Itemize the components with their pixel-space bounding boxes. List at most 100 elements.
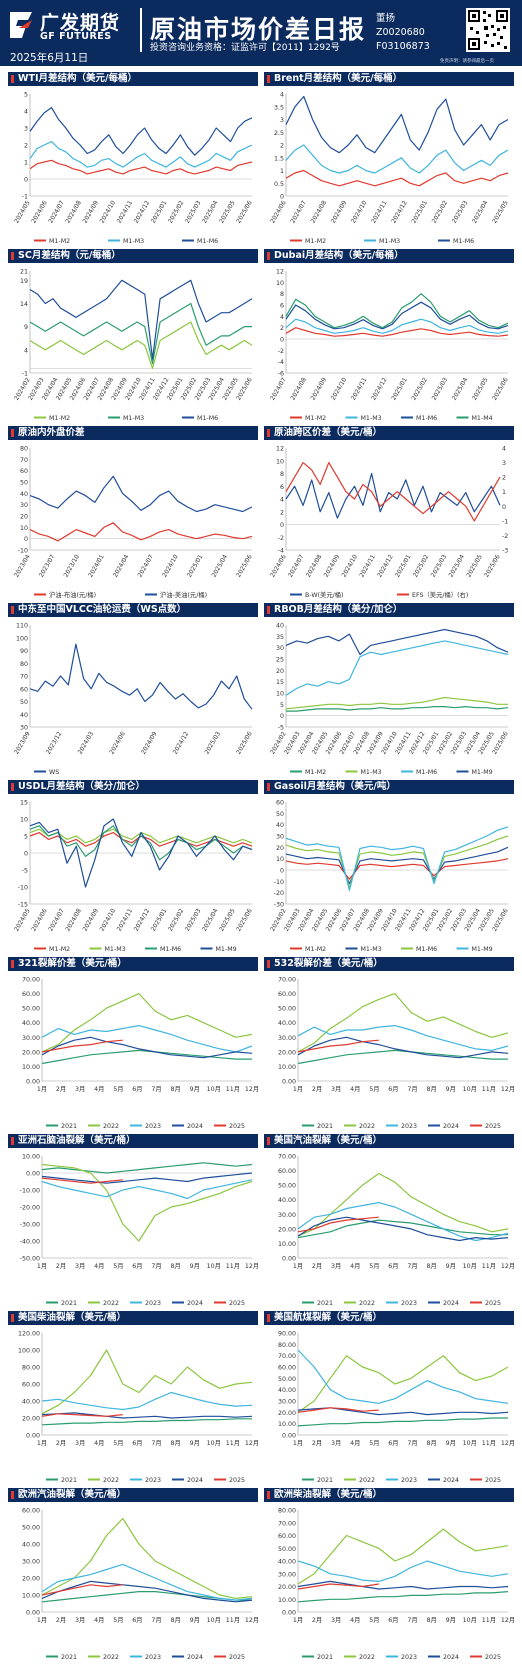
series-line-2025 bbox=[297, 1216, 379, 1233]
x-tick-label: 12月 bbox=[501, 1616, 514, 1624]
y-tick-label: 20.00 bbox=[22, 1049, 40, 1056]
series-line-m1-m9 bbox=[285, 826, 509, 892]
x-tick-label: 2023/09 bbox=[13, 730, 32, 755]
chart-title: 321裂解价差（美元/桶） bbox=[8, 957, 258, 971]
chart-svg-internal_external: -10 0 10 20 30 40 50 60 70 80 2023/04 2023/07 2023/1… bbox=[13, 446, 254, 600]
x-tick-label: 2025/05 bbox=[465, 553, 484, 578]
y2-tick-label: -2 bbox=[502, 533, 508, 540]
x-tick-label: 2024/08 bbox=[64, 907, 83, 932]
x-tick-label: 12月 bbox=[501, 1085, 514, 1093]
x-tick-label: 2025/02 bbox=[412, 553, 431, 578]
chart-panel-rbob: RBOB月差结构（美分/加仑） -5 0 5 10 15 20 25 30 35 40 2024/02… bbox=[264, 603, 514, 779]
legend-label: 2025 bbox=[485, 1300, 501, 1307]
chart-panel-eu_diesel: 欧洲柴油裂解（美元/桶） 0.00 10.00 20.00 30.00 40.00 50.0… bbox=[264, 1488, 514, 1664]
y-tick-label: -50.00 bbox=[20, 1256, 40, 1263]
series-line-2023 bbox=[41, 1024, 253, 1053]
y-tick-label: 0.00 bbox=[282, 1433, 296, 1440]
legend-label: 2022 bbox=[359, 1654, 375, 1661]
legend-label: M1-M4 bbox=[472, 415, 493, 422]
x-tick-label: 6月 bbox=[132, 1439, 142, 1447]
x-tick-label: 2025/06 bbox=[483, 553, 502, 578]
y-tick-label: 3.5 bbox=[274, 104, 284, 111]
legend-label: M1-M6 bbox=[416, 946, 437, 953]
y-tick-label: 30.00 bbox=[278, 1212, 296, 1219]
chart-svg-rbob: -505101520253035402024/022024/032024/042… bbox=[269, 623, 510, 777]
x-tick-label: 2024/08 bbox=[305, 553, 324, 578]
x-tick-label: 2024/05 bbox=[13, 199, 32, 224]
series-line-m1-m2 bbox=[29, 159, 253, 175]
x-tick-label: 2025/04 bbox=[201, 907, 220, 932]
chart-svg-wti: -10123452024/052024/062024/072024/082024… bbox=[13, 92, 254, 246]
title-divider bbox=[140, 8, 142, 52]
series-line-m1-m3 bbox=[29, 140, 253, 168]
y-tick-label: 20 bbox=[276, 668, 284, 675]
x-tick-label: 8月 bbox=[170, 1616, 180, 1624]
x-tick-label: 2024/10 bbox=[161, 553, 180, 578]
x-tick-label: 9月 bbox=[446, 1616, 456, 1624]
series-line-m1-m6 bbox=[29, 107, 253, 156]
x-tick-label: 2024/03 bbox=[77, 730, 96, 755]
legend-label: M1-M3 bbox=[361, 946, 382, 953]
series-line-2024 bbox=[297, 1407, 509, 1416]
x-tick-label: 2024/07 bbox=[47, 199, 66, 224]
y-tick-label: 40.00 bbox=[278, 1387, 296, 1394]
x-tick-label: 2025/02 bbox=[410, 376, 429, 401]
legend-label: 2024 bbox=[187, 1654, 203, 1661]
x-tick-label: 2024/04 bbox=[112, 553, 131, 578]
x-tick-label: 8月 bbox=[170, 1262, 180, 1270]
y-tick-label: 0 bbox=[24, 177, 28, 184]
x-tick-label: 1月 bbox=[37, 1616, 47, 1624]
series-line-2025 bbox=[41, 1039, 123, 1053]
y-tick-label: 30 bbox=[20, 502, 28, 509]
x-tick-label: 7月 bbox=[151, 1085, 161, 1093]
chart-title: 原油内外盘价差 bbox=[8, 426, 258, 440]
series-line-m1-m3 bbox=[285, 318, 509, 334]
legend-label: 2024 bbox=[443, 1477, 459, 1484]
y-tick-label: 60 bbox=[276, 800, 284, 807]
legend-label: 2021 bbox=[61, 1654, 77, 1661]
x-tick-label: 2月 bbox=[312, 1085, 322, 1093]
company-logo: 广发期货 GF FUTURES bbox=[6, 8, 136, 44]
y-tick-label: 10 bbox=[276, 691, 284, 698]
x-tick-label: 2月 bbox=[312, 1439, 322, 1447]
y-tick-label: 80 bbox=[20, 446, 28, 453]
y-tick-label: 30.00 bbox=[278, 1399, 296, 1406]
chart-svg-usdl: -15-10-50510152024/052024/062024/072024/… bbox=[13, 800, 254, 954]
x-tick-label: 2月 bbox=[56, 1616, 66, 1624]
x-tick-label: 5月 bbox=[369, 1262, 379, 1270]
y-tick-label: 6 bbox=[280, 303, 284, 310]
y-tick-label: -15 bbox=[18, 902, 28, 909]
y-tick-label: 10 bbox=[20, 525, 28, 532]
series-line-2025 bbox=[41, 1584, 123, 1596]
series-line-2022 bbox=[297, 1172, 509, 1237]
chart-title: 美国汽油裂解（美元/桶） bbox=[264, 1134, 514, 1148]
series-line-2025 bbox=[297, 1407, 379, 1413]
chart-svg-eu_diesel: 0.00 10.00 20.00 30.00 40.00 50.00 60.00 70.00 8… bbox=[278, 1508, 514, 1662]
x-tick-label: 6月 bbox=[132, 1085, 142, 1093]
legend-label: 2021 bbox=[317, 1123, 333, 1130]
y2-tick-label: -1 bbox=[502, 518, 508, 525]
x-tick-label: 6月 bbox=[388, 1616, 398, 1624]
x-tick-label: 8月 bbox=[426, 1439, 436, 1447]
x-tick-label: 9月 bbox=[190, 1262, 200, 1270]
y-tick-label: 0.00 bbox=[26, 1079, 40, 1086]
legend-label: 2021 bbox=[61, 1123, 77, 1130]
x-tick-label: 3月 bbox=[75, 1262, 85, 1270]
qr-code-icon bbox=[466, 8, 510, 52]
chart-title: 欧洲汽油裂解（美元/桶） bbox=[8, 1488, 258, 1502]
x-tick-label: 2024/07 bbox=[47, 907, 66, 932]
y2-tick-label: 0 bbox=[502, 504, 506, 511]
y-tick-label: -10 bbox=[18, 885, 28, 892]
y-tick-label: -40.00 bbox=[20, 1239, 40, 1246]
series-line-2024 bbox=[297, 1580, 509, 1590]
y-tick-label: 0.00 bbox=[26, 1610, 40, 1617]
y-tick-label: 8 bbox=[280, 291, 284, 298]
x-tick-label: 2月 bbox=[56, 1085, 66, 1093]
chart-panel-dubai: Dubai月差结构（美元/每桶） -6 -4 -2 0 2 4 6 8 10 12 2024/07 20… bbox=[264, 249, 514, 425]
chart-title: 中东至中国VLCC油轮运费（WS点数） bbox=[8, 603, 258, 617]
legend-label: 2021 bbox=[61, 1300, 77, 1307]
legend-label: 2022 bbox=[103, 1654, 119, 1661]
x-tick-label: 4月 bbox=[94, 1262, 104, 1270]
legend-label: 2025 bbox=[485, 1654, 501, 1661]
y-tick-label: -4 bbox=[278, 359, 284, 366]
